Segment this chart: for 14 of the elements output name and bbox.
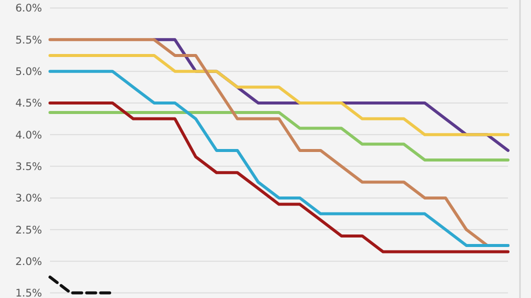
y-tick-label: 4.5% (15, 98, 42, 110)
y-tick-label: 2.0% (15, 256, 42, 268)
line-series (48, 110, 510, 162)
line-series (48, 101, 510, 254)
y-tick-label: 1.5% (15, 288, 42, 298)
y-tick-label: 2.5% (15, 224, 42, 236)
line-series (48, 54, 510, 136)
y-tick-label: 5.5% (15, 34, 42, 46)
y-tick-label: 3.0% (15, 192, 42, 205)
y-tick-label: 3.5% (15, 160, 42, 173)
y-tick-label: 4.0% (15, 129, 42, 142)
y-tick-label: 6.0% (15, 2, 42, 15)
y-tick-label: 5.0% (15, 66, 42, 78)
line-series (48, 70, 510, 247)
